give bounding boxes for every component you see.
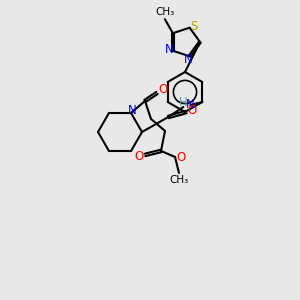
Text: H: H (179, 95, 188, 109)
Text: O: O (134, 150, 144, 164)
Text: CH₃: CH₃ (169, 175, 189, 185)
Text: O: O (188, 103, 197, 116)
Text: O: O (158, 83, 168, 96)
Text: N: N (128, 104, 136, 117)
Text: O: O (176, 152, 186, 164)
Text: N: N (164, 43, 173, 56)
Text: S: S (190, 20, 197, 33)
Text: CH₃: CH₃ (155, 7, 175, 17)
Text: N: N (184, 53, 193, 66)
Text: N: N (186, 98, 195, 110)
